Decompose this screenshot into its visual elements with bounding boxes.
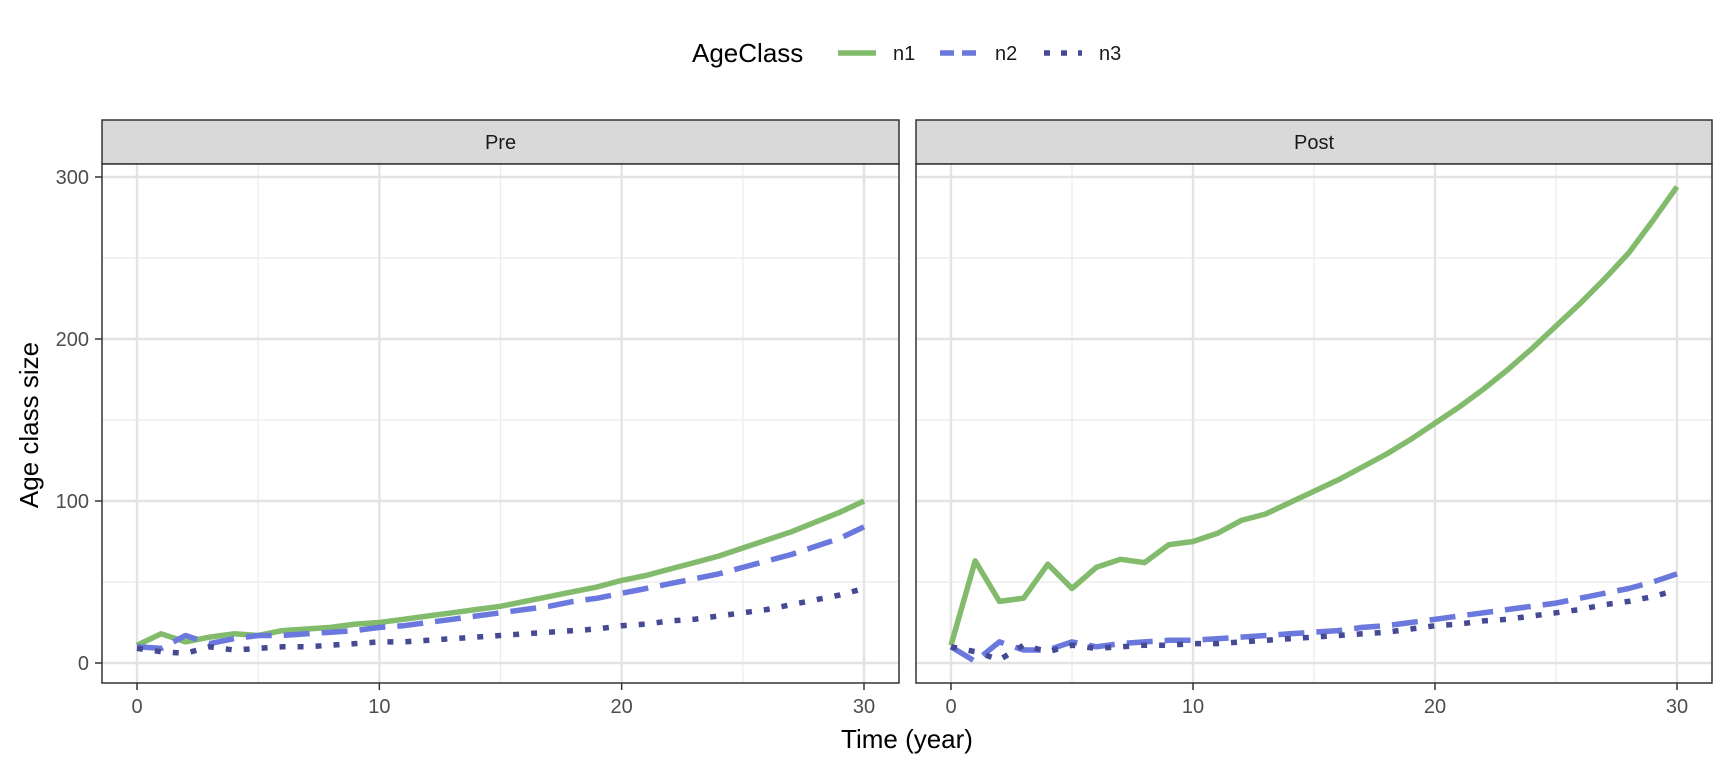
y-axis: 0 100 200 300 [56, 167, 102, 675]
panel-border [101, 163, 900, 684]
gridlines [916, 164, 1712, 683]
y-tick-label: 300 [56, 167, 89, 189]
series-line-n2 [949, 571, 1678, 665]
facet-strip-label: Pre [485, 132, 516, 154]
legend-label-n2: n2 [995, 43, 1017, 65]
series-line-n3 [950, 587, 1678, 663]
x-axis: 0 10 20 30 [131, 683, 875, 718]
x-tick-label: 10 [368, 696, 390, 718]
legend-label-n1: n1 [893, 43, 915, 65]
x-tick-label: 0 [945, 696, 956, 718]
facet-strip [101, 119, 900, 165]
series-lines [135, 498, 866, 657]
legend-title: AgeClass [692, 38, 803, 68]
series-line-n2 [136, 524, 866, 652]
x-tick-label: 10 [1182, 696, 1204, 718]
gridlines [102, 164, 899, 683]
x-tick-label: 30 [1666, 696, 1688, 718]
panel-border [915, 163, 1713, 684]
x-tick-label: 20 [611, 696, 633, 718]
x-tick-label: 0 [131, 696, 142, 718]
series-lines [948, 185, 1680, 665]
x-tick-label: 30 [853, 696, 875, 718]
x-axis: 0 10 20 30 [945, 683, 1688, 718]
legend-label-n3: n3 [1099, 43, 1121, 65]
x-axis-title: Time (year) [841, 724, 973, 754]
y-tick-label: 100 [56, 491, 89, 513]
legend: AgeClass n1 n2 n3 [692, 38, 1121, 68]
panel-post: Post 0 10 20 30 [915, 119, 1713, 718]
series-line-n3 [136, 585, 865, 657]
y-axis-title: Age class size [14, 342, 44, 508]
y-tick-label: 0 [78, 653, 89, 675]
series-line-n1 [948, 185, 1680, 646]
x-tick-label: 20 [1424, 696, 1446, 718]
facet-strip-label: Post [1294, 132, 1334, 154]
y-tick-label: 200 [56, 329, 89, 351]
